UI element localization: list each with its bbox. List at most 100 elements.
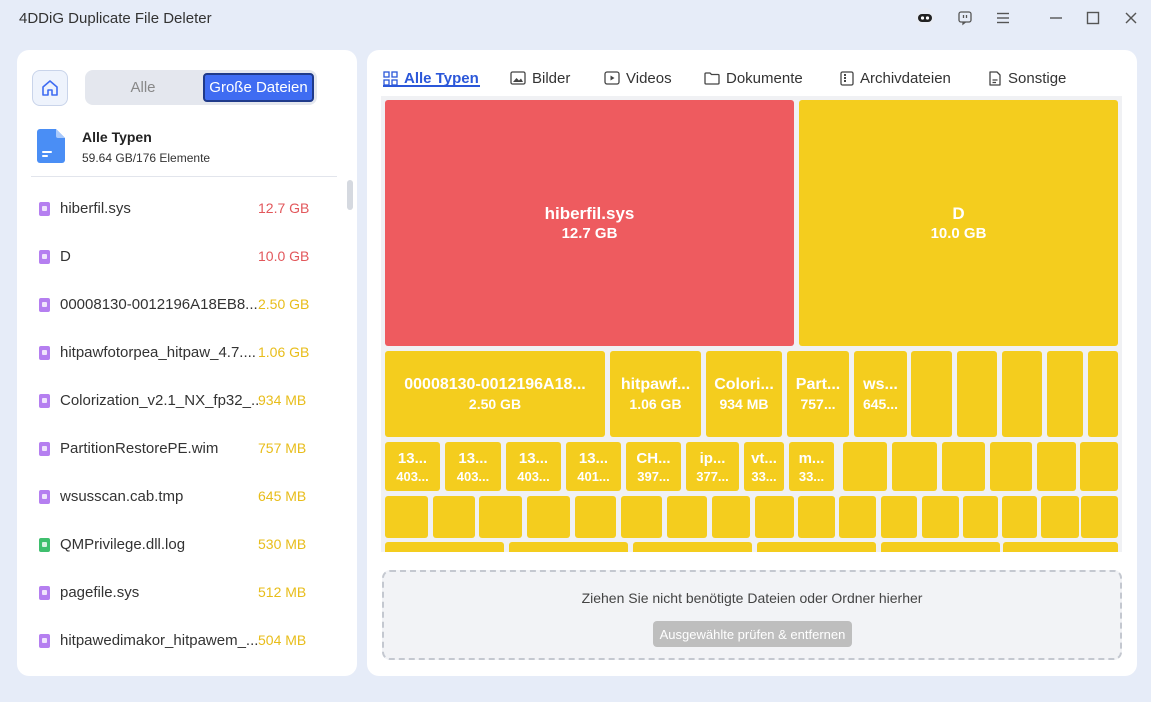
scrollbar-thumb[interactable]	[347, 180, 353, 210]
treemap-tile[interactable]	[839, 496, 876, 538]
feedback-icon[interactable]	[951, 6, 979, 30]
filter-segment: Alle Große Dateien	[85, 70, 317, 105]
file-list-item[interactable]: hiberfil.sys 12.7 GB	[17, 185, 347, 233]
treemap-tile[interactable]	[633, 542, 752, 552]
tab-bilder[interactable]: Bilder	[510, 66, 570, 90]
treemap-tile[interactable]	[942, 442, 985, 491]
treemap-tile[interactable]	[881, 496, 917, 538]
tile-name: D	[952, 203, 965, 223]
treemap-tile[interactable]	[621, 496, 662, 538]
treemap-tile[interactable]: 13... 401...	[566, 442, 621, 491]
maximize-icon[interactable]	[1079, 6, 1107, 30]
file-list-item[interactable]: 00008130-0012196A18EB8... 2.50 GB	[17, 281, 347, 329]
treemap-tile[interactable]: 13... 403...	[506, 442, 561, 491]
treemap-tile[interactable]	[712, 496, 750, 538]
treemap-tile[interactable]: CH... 397...	[626, 442, 681, 491]
home-button[interactable]	[32, 70, 68, 106]
close-icon[interactable]	[1117, 6, 1145, 30]
treemap-tile[interactable]	[1047, 351, 1083, 437]
tile-name: 13...	[397, 449, 428, 467]
tile-name: m...	[798, 449, 825, 467]
treemap-tile[interactable]	[755, 496, 794, 538]
treemap-tile[interactable]	[1002, 351, 1042, 437]
treemap-tile[interactable]	[911, 351, 952, 437]
file-list-item[interactable]: wsusscan.cab.tmp 645 MB	[17, 473, 347, 521]
menu-icon[interactable]	[989, 6, 1017, 30]
treemap-tile[interactable]	[1037, 442, 1076, 491]
file-type-icon	[39, 634, 50, 648]
file-size: 504 MB	[258, 632, 307, 648]
file-name: 00008130-0012196A18EB8...	[60, 296, 258, 313]
treemap-tile[interactable]: hiberfil.sys 12.7 GB	[385, 100, 794, 346]
segment-all-button[interactable]: Alle	[130, 79, 156, 96]
treemap-tile[interactable]	[957, 351, 997, 437]
file-name: Colorization_v2.1_NX_fp32_...	[60, 392, 260, 409]
tile-name: vt...	[751, 449, 777, 467]
file-list-item[interactable]: hitpawedimakor_hitpawem_... 504 MB	[17, 617, 347, 665]
treemap-tile[interactable]: Part... 757...	[787, 351, 849, 437]
robot-assistant-icon[interactable]	[911, 6, 939, 30]
file-list-item[interactable]: pagefile.sys 512 MB	[17, 569, 347, 617]
treemap-tile[interactable]: Colori... 934 MB	[706, 351, 782, 437]
treemap-tile[interactable]: ws... 645...	[854, 351, 907, 437]
treemap-tile[interactable]	[433, 496, 475, 538]
treemap-tile[interactable]	[527, 496, 570, 538]
tab-videos[interactable]: Videos	[604, 66, 672, 90]
divider	[31, 176, 337, 177]
treemap-tile[interactable]	[479, 496, 522, 538]
file-type-icon	[39, 442, 50, 456]
treemap-tile[interactable]	[1002, 496, 1037, 538]
treemap-tile[interactable]: D 10.0 GB	[799, 100, 1118, 346]
tile-size: 1.06 GB	[629, 396, 682, 412]
treemap-tile[interactable]	[843, 442, 887, 491]
file-list-item[interactable]: Colorization_v2.1_NX_fp32_... 934 MB	[17, 377, 347, 425]
tab-label: Alle Typen	[404, 69, 479, 87]
treemap-tile[interactable]	[990, 442, 1032, 491]
file-size: 1.06 GB	[258, 344, 310, 360]
treemap-tile[interactable]: hitpawf... 1.06 GB	[610, 351, 701, 437]
treemap-tile[interactable]	[757, 542, 876, 552]
file-icon	[988, 70, 1002, 86]
drop-zone[interactable]: Ziehen Sie nicht benötigte Dateien oder …	[382, 570, 1122, 660]
treemap-tile[interactable]: ip... 377...	[686, 442, 739, 491]
treemap-tile[interactable]	[509, 542, 628, 552]
treemap-tile[interactable]	[385, 542, 504, 552]
summary-subtitle: 59.64 GB/176 Elemente	[82, 151, 211, 165]
treemap-tile[interactable]	[922, 496, 959, 538]
segment-large-files-button[interactable]: Große Dateien	[203, 73, 314, 102]
tile-name: ip...	[699, 449, 726, 467]
treemap-tile[interactable]	[1088, 351, 1118, 437]
tile-name: 00008130-0012196A18...	[404, 376, 586, 393]
treemap-tile[interactable]: vt... 33...	[744, 442, 784, 491]
treemap-tile[interactable]	[667, 496, 707, 538]
treemap-tile[interactable]	[1041, 496, 1079, 538]
treemap-tile[interactable]	[798, 496, 835, 538]
file-type-icon	[39, 298, 50, 312]
tab-archivdateien[interactable]: Archivdateien	[840, 66, 951, 90]
treemap-tile[interactable]	[1080, 442, 1118, 491]
treemap-tile[interactable]	[1081, 496, 1118, 538]
minimize-icon[interactable]	[1042, 6, 1070, 30]
tab-sonstige[interactable]: Sonstige	[988, 66, 1066, 90]
treemap-tile[interactable]	[575, 496, 616, 538]
check-and-remove-button[interactable]: Ausgewählte prüfen & entfernen	[653, 621, 852, 647]
treemap-tile[interactable]	[963, 496, 998, 538]
file-size: 512 MB	[258, 584, 307, 600]
treemap-tile[interactable]: 13... 403...	[445, 442, 501, 491]
treemap-tile[interactable]	[385, 496, 428, 538]
file-list-item[interactable]: D 10.0 GB	[17, 233, 347, 281]
file-name: hiberfil.sys	[60, 200, 131, 217]
treemap-tile[interactable]	[892, 442, 937, 491]
treemap-tile[interactable]	[881, 542, 1000, 552]
file-list-item[interactable]: QMPrivilege.dll.log 530 MB	[17, 521, 347, 569]
tab-dokumente[interactable]: Dokumente	[704, 66, 803, 90]
treemap-tile[interactable]: 00008130-0012196A18... 2.50 GB	[385, 351, 605, 437]
file-list-item[interactable]: PartitionRestorePE.wim 757 MB	[17, 425, 347, 473]
file-list-item[interactable]: hitpawfotorpea_hitpaw_4.7.... 1.06 GB	[17, 329, 347, 377]
file-size: 757 MB	[258, 440, 307, 456]
treemap-tile[interactable]: m... 33...	[789, 442, 834, 491]
tab-alle-typen[interactable]: Alle Typen	[383, 66, 479, 90]
treemap-tile[interactable]	[1003, 542, 1118, 552]
treemap-tile[interactable]: 13... 403...	[385, 442, 440, 491]
file-size: 10.0 GB	[258, 248, 310, 264]
